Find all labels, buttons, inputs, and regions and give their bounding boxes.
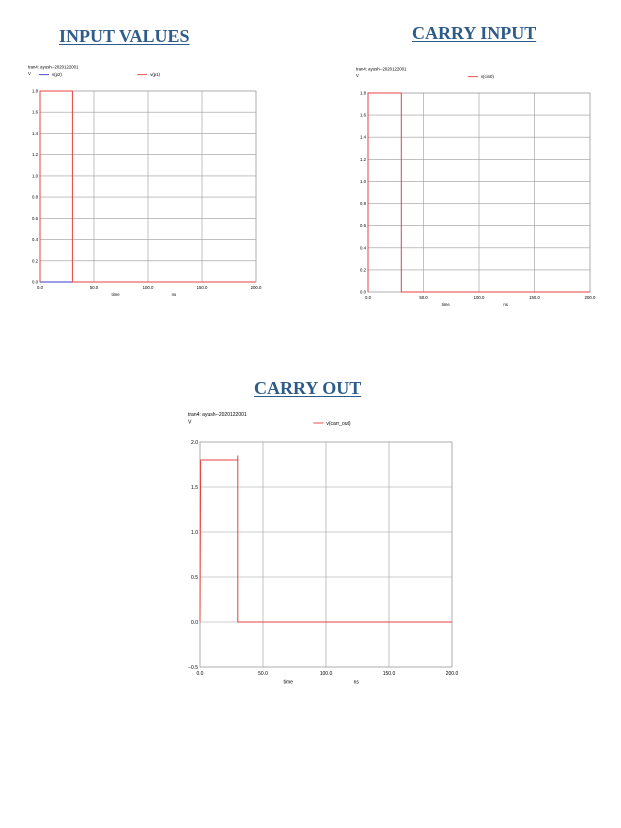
y-tick-label: 0.2 [32, 258, 39, 263]
y-tick-label: 0.8 [32, 195, 39, 200]
y-tick-label: 2.0 [191, 440, 198, 446]
y-tick-label: 1.4 [360, 135, 367, 140]
x-tick-label: 200.0 [251, 285, 262, 290]
y-tick-label: 1.0 [191, 530, 198, 536]
legend-label: v(cin0) [481, 74, 494, 79]
plot-title: tran4: ayush--2020122001 [356, 67, 407, 72]
series-line [367, 92, 590, 293]
heading-carry-input: CARRY INPUT [412, 23, 537, 43]
x-tick-label: 100.0 [143, 285, 154, 290]
x-tick-label: 200.0 [446, 671, 459, 677]
y-tick-label: 1.5 [191, 485, 198, 491]
legend-label: v(p1) [150, 72, 160, 77]
x-axis-label: time [283, 680, 293, 686]
x-tick-label: 0.0 [197, 671, 204, 677]
y-tick-label: 1.2 [32, 152, 39, 157]
heading-input-values: INPUT VALUES [59, 26, 190, 46]
y-tick-label: 1.8 [32, 89, 39, 94]
y-axis-unit: V [356, 73, 359, 78]
legend-label: v(p2) [52, 72, 62, 77]
y-tick-label: 0.8 [360, 201, 367, 206]
y-tick-label: 0.0 [191, 620, 198, 626]
heading-carry-out: CARRY OUT [254, 378, 362, 398]
y-tick-label: 1.6 [360, 113, 367, 118]
y-tick-label: 0.5 [191, 575, 198, 581]
y-tick-label: 0.0 [32, 280, 39, 285]
y-tick-label: 0.4 [360, 245, 367, 250]
y-tick-label: 0.4 [32, 237, 39, 242]
x-tick-label: 50.0 [258, 671, 268, 677]
series-line [39, 90, 256, 283]
y-tick-label: 1.6 [32, 110, 39, 115]
legend-label: v(carr_out) [326, 421, 351, 427]
x-tick-label: 150.0 [197, 285, 208, 290]
x-axis-label: time [112, 292, 121, 297]
x-tick-label: 50.0 [419, 295, 428, 300]
x-axis-unit: ns [354, 680, 360, 686]
y-tick-label: 0.0 [360, 290, 367, 295]
y-axis-unit: V [188, 420, 192, 426]
y-tick-label: 0.2 [360, 267, 367, 272]
x-tick-label: 0.0 [37, 285, 44, 290]
x-axis-label: time [442, 302, 451, 307]
y-tick-label: 1.8 [360, 91, 367, 96]
x-tick-label: 0.0 [365, 295, 372, 300]
x-tick-label: 150.0 [383, 671, 396, 677]
plot-title: tran4: ayush--2020122001 [28, 65, 79, 70]
x-tick-label: 150.0 [529, 295, 540, 300]
x-axis-unit: ns [172, 292, 177, 297]
x-tick-label: 100.0 [474, 295, 485, 300]
y-tick-label: 1.0 [32, 173, 39, 178]
y-tick-label: 1.4 [32, 131, 39, 136]
plot-title: tran4: ayush--2020122001 [188, 412, 247, 418]
series-line [199, 455, 452, 623]
y-tick-label: 1.0 [360, 179, 367, 184]
y-tick-label: 1.2 [360, 157, 367, 162]
y-axis-unit: V [28, 71, 31, 76]
x-tick-label: 200.0 [585, 295, 596, 300]
x-axis-unit: ns [503, 302, 508, 307]
x-tick-label: 50.0 [90, 285, 99, 290]
x-tick-label: 100.0 [320, 671, 333, 677]
y-tick-label: 0.6 [360, 223, 367, 228]
y-tick-label: 0.6 [32, 216, 39, 221]
y-tick-label: −0.5 [188, 665, 198, 671]
